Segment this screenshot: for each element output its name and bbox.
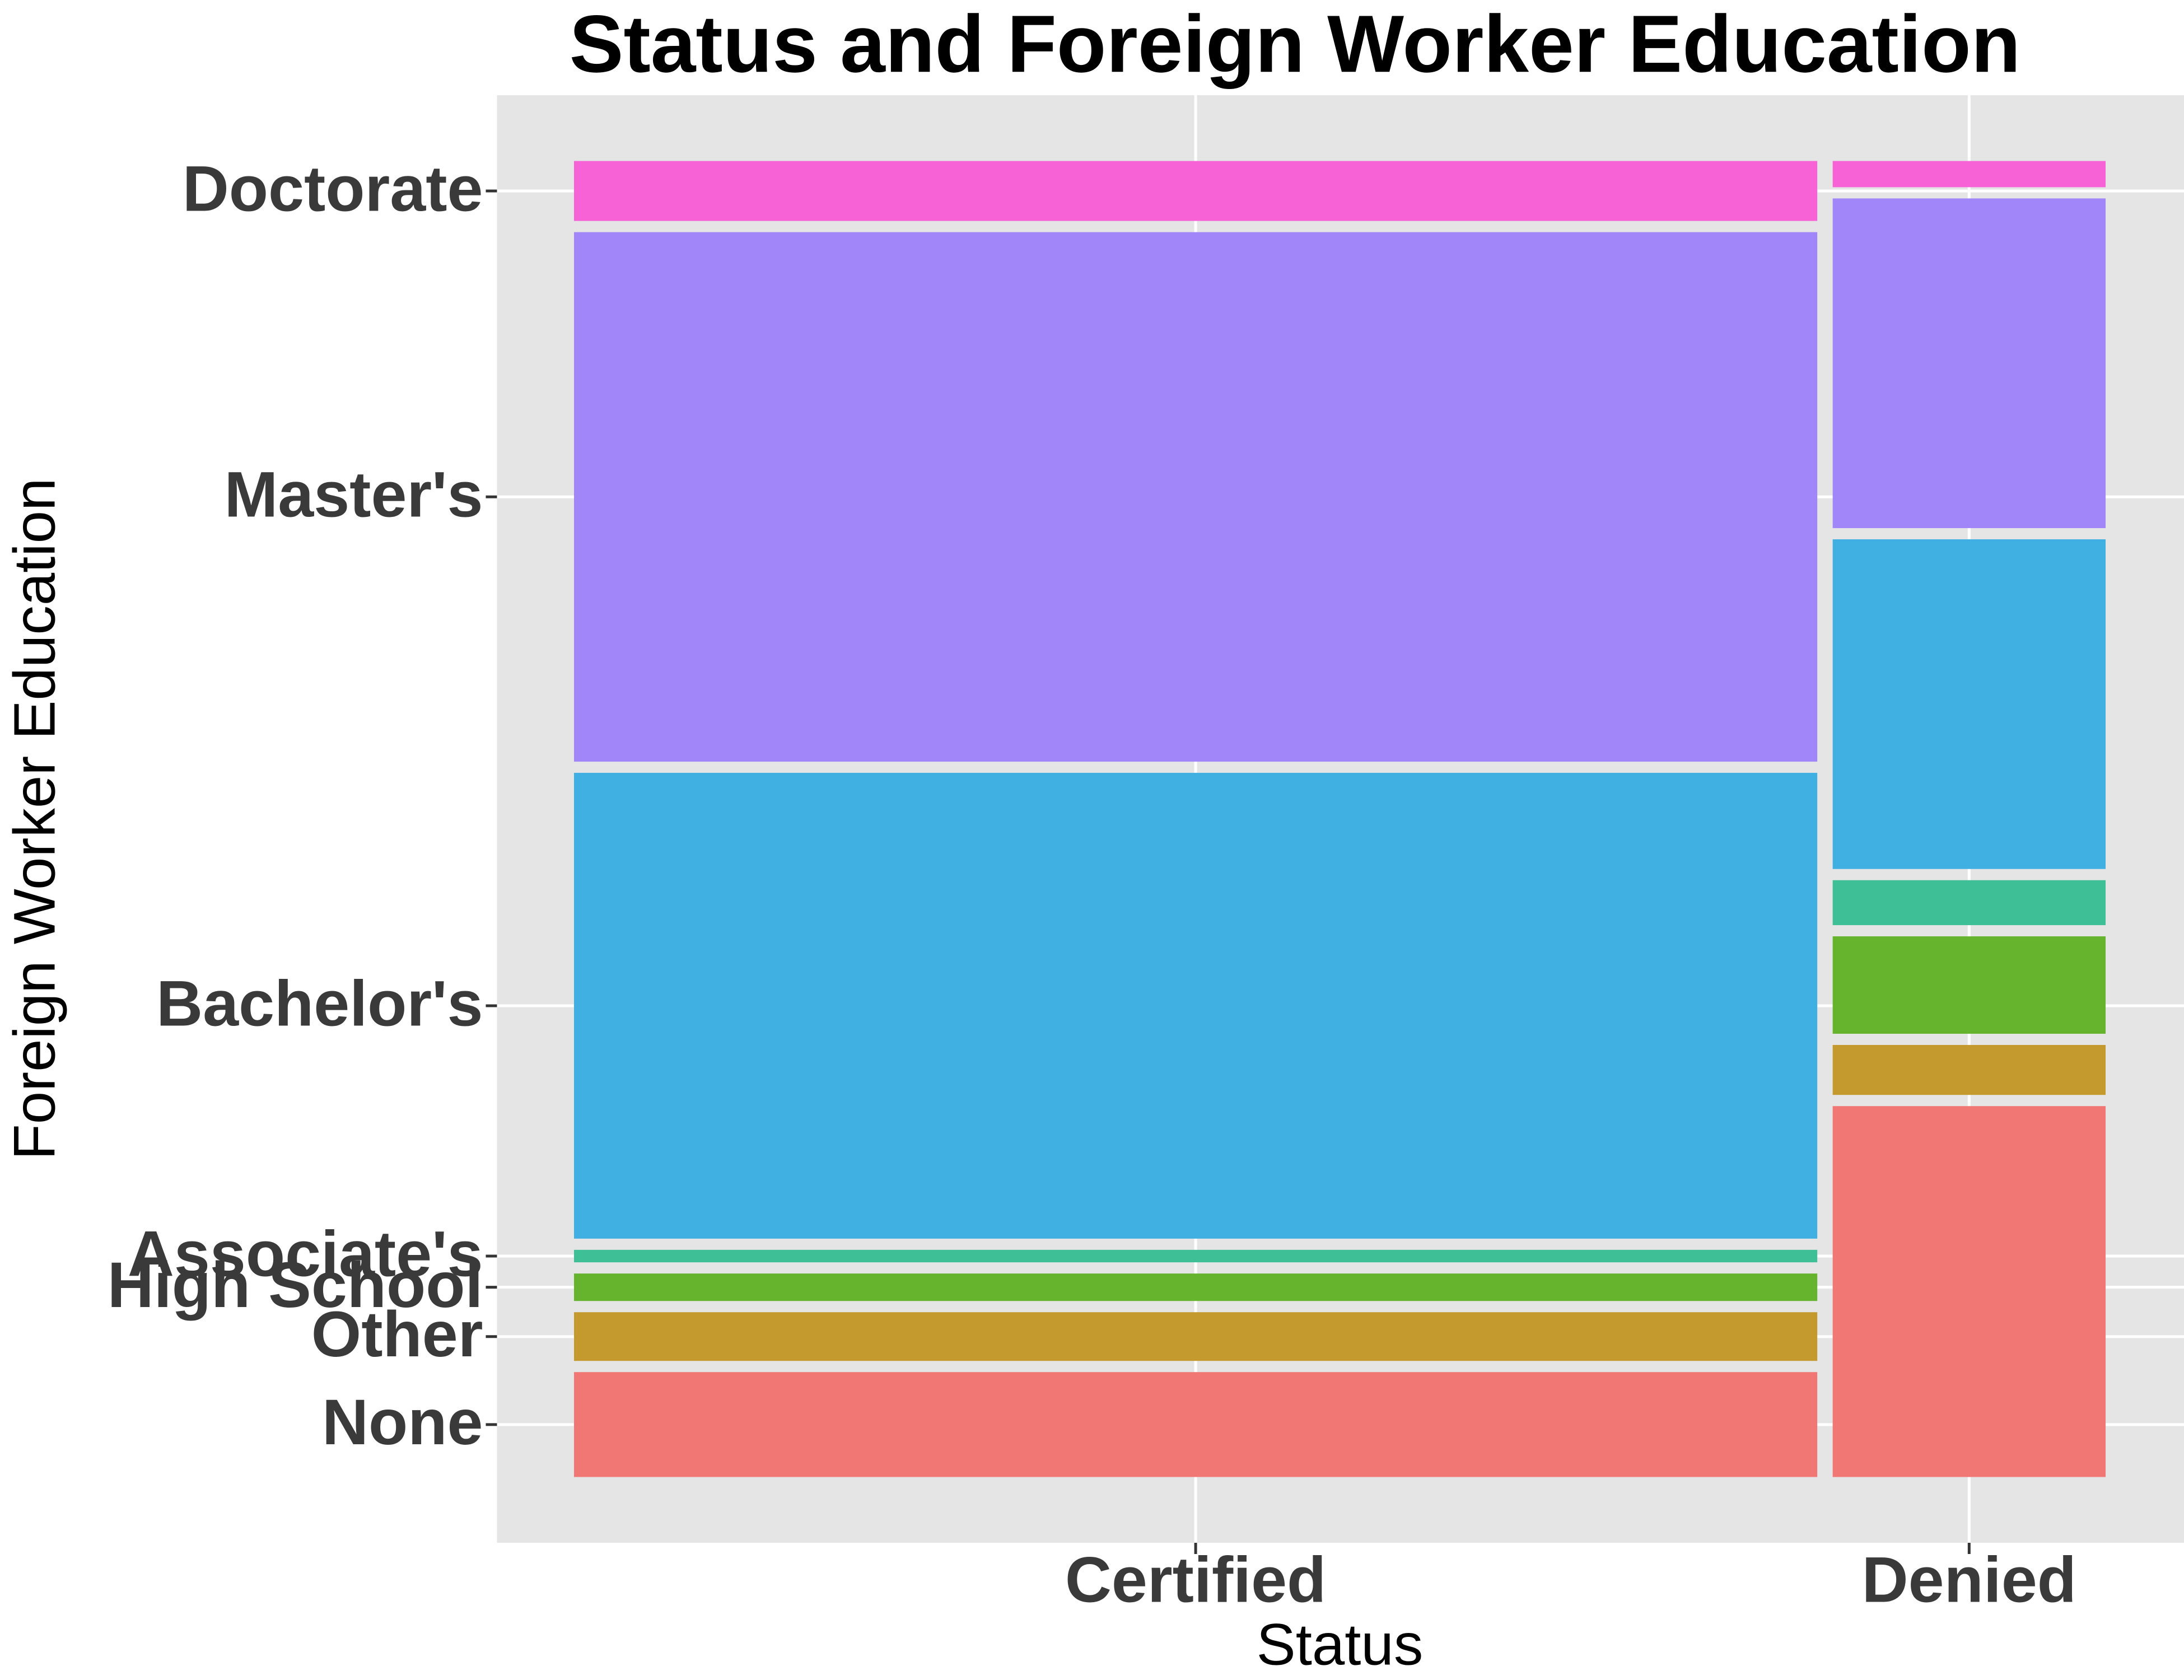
- mosaic-tile: [574, 232, 1818, 762]
- chart-title: Status and Foreign Worker Education: [570, 0, 2021, 89]
- marks: [574, 161, 2106, 1477]
- y-tick-label: Other: [311, 1299, 483, 1370]
- mosaic-tile: [1832, 198, 2106, 529]
- y-tick-label: Master's: [224, 459, 483, 531]
- mosaic-tile: [574, 1372, 1818, 1477]
- y-tick-label: Bachelor's: [156, 968, 483, 1039]
- mosaic-tile: [1832, 1106, 2106, 1477]
- mosaic-tile: [574, 161, 1818, 221]
- mosaic-tile: [1832, 936, 2106, 1034]
- mosaic-tile: [1832, 539, 2106, 869]
- mosaic-tile: [1832, 880, 2106, 926]
- mosaic-tile: [574, 773, 1818, 1239]
- y-axis-title: Foreign Worker Education: [2, 478, 68, 1160]
- mosaic-tile: [574, 1312, 1818, 1361]
- x-axis-title: Status: [1257, 1612, 1424, 1678]
- x-tick-label: Denied: [1862, 1544, 2076, 1616]
- mosaic-tile: [574, 1273, 1818, 1301]
- y-tick-label: None: [322, 1387, 483, 1458]
- y-tick-label: Associate's: [128, 1218, 483, 1290]
- mosaic-tile: [1832, 1044, 2106, 1095]
- mosaic-tile: [1832, 161, 2106, 188]
- x-tick-label: Certified: [1065, 1544, 1326, 1616]
- y-tick-label: Doctorate: [183, 153, 483, 225]
- y-tick-label: High School: [108, 1249, 483, 1321]
- mosaic-tile: [574, 1249, 1818, 1263]
